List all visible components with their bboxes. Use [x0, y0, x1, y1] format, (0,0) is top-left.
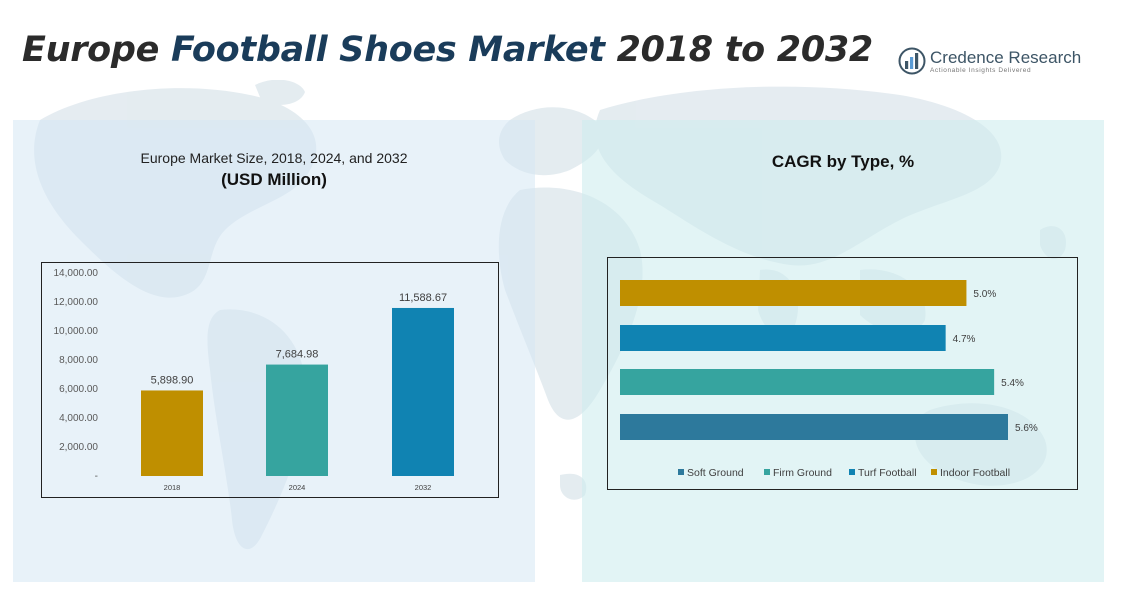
market-size-bar-chart: - 2,000.00 4,000.00 6,000.00 8,000.00 10,000.…: [54, 268, 454, 492]
title-part-2: Football Shoes Market: [171, 30, 605, 70]
legend-swatch: [678, 469, 684, 475]
legend-label: Soft Ground: [687, 467, 744, 479]
market-size-panel: Europe Market Size, 2018, 2024, and 2032…: [13, 120, 535, 582]
cagr-title: CAGR by Type, %: [771, 152, 915, 171]
bar-data-label: 11,588.67: [399, 292, 447, 304]
page-title: Europe Football Shoes Market 2018 to 203…: [22, 30, 873, 70]
legend-swatch: [764, 469, 770, 475]
logo-tagline: Actionable Insights Delivered: [930, 67, 1032, 74]
bar-data-label: 5,898.90: [151, 374, 194, 386]
cagr-data-label: 5.6%: [1015, 423, 1038, 434]
cagr-data-label: 5.4%: [1001, 378, 1024, 389]
legend-label: Indoor Football: [940, 467, 1010, 479]
cagr-bar-indoor-football: [620, 280, 967, 306]
y-tick-label: 8,000.00: [59, 355, 98, 366]
market-size-chart-frame: - 2,000.00 4,000.00 6,000.00 8,000.00 10,000.…: [41, 262, 499, 498]
market-size-subtitle: Europe Market Size, 2018, 2024, and 2032: [140, 150, 408, 166]
x-tick-label: 2018: [164, 483, 181, 492]
y-tick-label: 14,000.00: [54, 268, 99, 279]
cagr-bar-firm-ground: [620, 369, 995, 395]
y-tick-label: 2,000.00: [59, 442, 98, 453]
cagr-data-label: 4.7%: [953, 334, 976, 345]
legend-swatch: [849, 469, 855, 475]
legend-label: Firm Ground: [773, 467, 832, 479]
legend-label: Turf Football: [858, 467, 917, 479]
bar-data-label: 7,684.98: [276, 349, 319, 361]
title-part-3: 2018 to 2032: [604, 30, 874, 70]
x-tick-label: 2032: [415, 483, 432, 492]
cagr-bar-chart: 5.6% 5.4% 4.7% 5.0% Soft Ground Firm Ground Tu…: [620, 280, 1038, 479]
logo-name: Credence Research: [930, 48, 1082, 67]
bar-chart-logo-icon: [898, 47, 926, 75]
y-tick-label: -: [95, 471, 98, 482]
y-tick-label: 6,000.00: [59, 384, 98, 395]
x-tick-label: 2024: [289, 483, 306, 492]
y-tick-label: 12,000.00: [54, 297, 99, 308]
y-tick-label: 10,000.00: [54, 326, 99, 337]
market-size-unit: (USD Million): [221, 170, 327, 189]
bar-2032: [392, 307, 454, 476]
bar-2018: [141, 390, 203, 476]
cagr-bar-turf-football: [620, 325, 946, 351]
cagr-data-label: 5.0%: [973, 289, 996, 300]
legend-swatch: [931, 469, 937, 475]
cagr-panel: CAGR by Type, % 5.6% 5.4% 4.7% 5.0% Soft Gro…: [582, 120, 1104, 582]
y-tick-label: 4,000.00: [59, 413, 98, 424]
bar-2024: [266, 364, 328, 476]
title-part-1: Europe: [22, 30, 172, 70]
cagr-bar-soft-ground: [620, 414, 1008, 440]
credence-research-logo: Credence Research Actionable Insights De…: [898, 46, 1088, 78]
cagr-chart-frame: 5.6% 5.4% 4.7% 5.0% Soft Ground Firm Ground Tu…: [607, 257, 1078, 490]
